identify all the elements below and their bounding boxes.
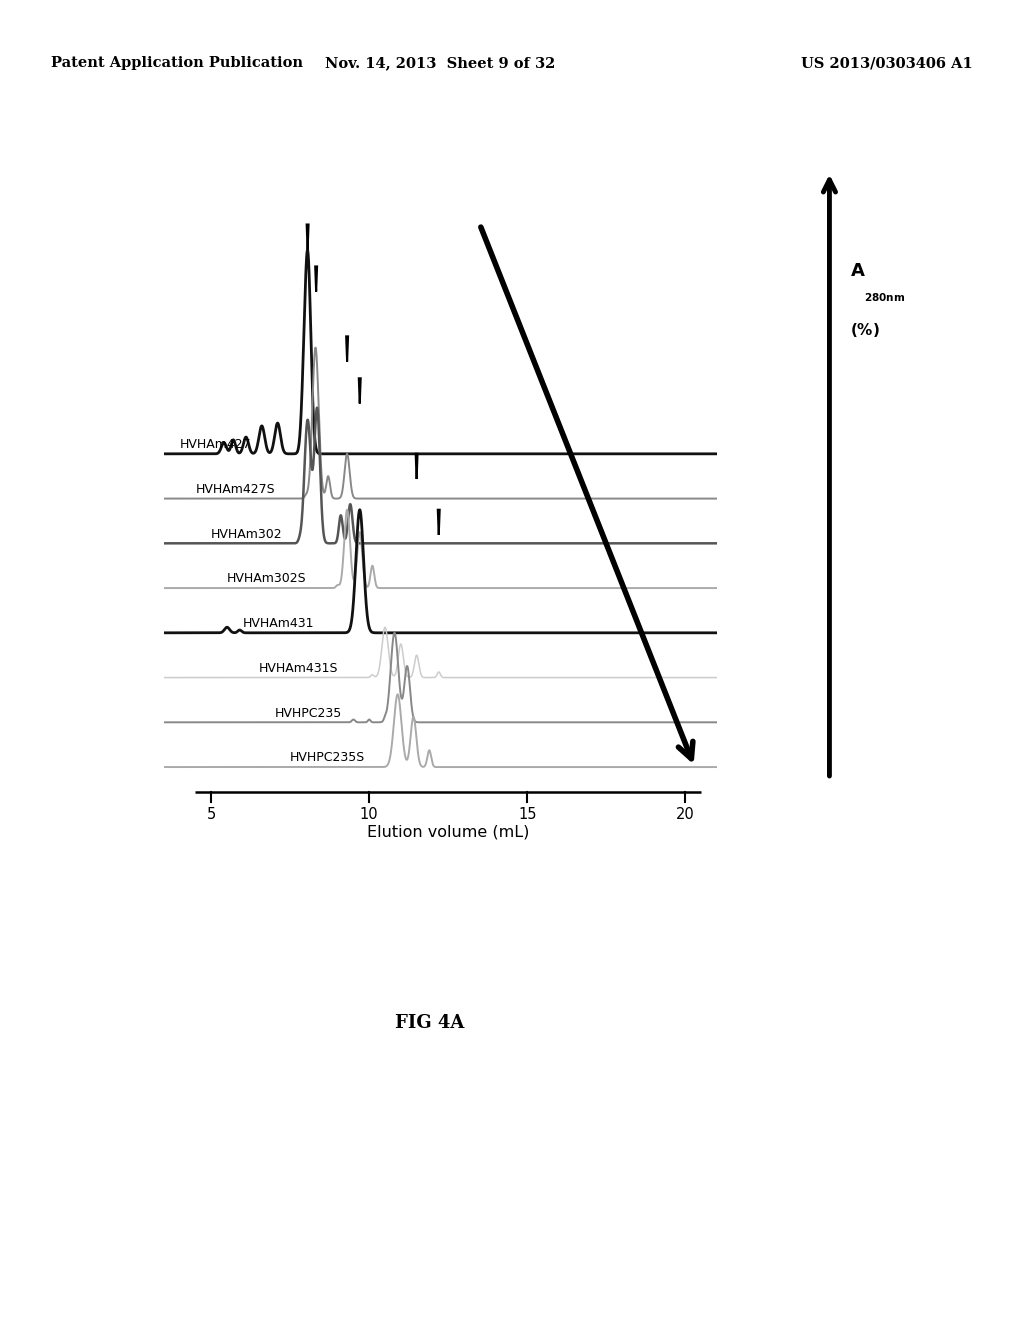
Text: 20: 20 [676,807,694,822]
Text: HVHPC235: HVHPC235 [274,706,342,719]
Text: $\mathbf{(\%)}$: $\mathbf{(\%)}$ [850,321,880,339]
Text: HVHAm427: HVHAm427 [179,438,251,451]
Text: HVHAm427S: HVHAm427S [196,483,275,496]
Text: HVHAm431: HVHAm431 [243,616,314,630]
Text: Nov. 14, 2013  Sheet 9 of 32: Nov. 14, 2013 Sheet 9 of 32 [326,57,555,70]
Text: Patent Application Publication: Patent Application Publication [51,57,303,70]
Text: $\mathbf{A}$: $\mathbf{A}$ [850,261,865,280]
Text: HVHAm302: HVHAm302 [211,528,283,540]
Text: HVHPC235S: HVHPC235S [290,751,366,764]
Text: US 2013/0303406 A1: US 2013/0303406 A1 [801,57,973,70]
Text: FIG 4A: FIG 4A [395,1014,465,1032]
Text: 15: 15 [518,807,537,822]
Text: HVHAm302S: HVHAm302S [227,573,306,585]
Text: 5: 5 [207,807,216,822]
Text: 10: 10 [359,807,379,822]
Text: Elution volume (mL): Elution volume (mL) [367,825,529,840]
Text: $\mathbf{280nm}$: $\mathbf{280nm}$ [864,290,905,304]
Text: HVHAm431S: HVHAm431S [259,661,338,675]
